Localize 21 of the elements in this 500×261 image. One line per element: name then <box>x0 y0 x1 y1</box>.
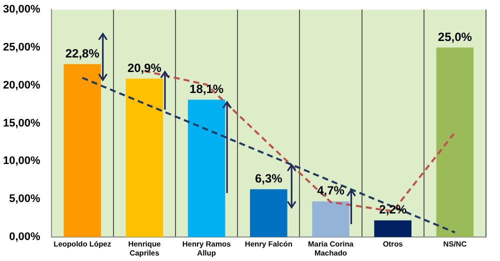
data-label: 18,1% <box>190 82 224 96</box>
y-tick-label: 25,00% <box>2 42 41 54</box>
bar <box>188 100 226 237</box>
bar <box>312 201 350 237</box>
y-tick-label: 15,00% <box>2 117 41 130</box>
y-tick-label: 10,00% <box>2 155 41 168</box>
data-label: 22,8% <box>65 46 100 60</box>
data-label: 20,9% <box>127 60 162 75</box>
line-series <box>81 76 456 234</box>
y-tick-label: 5,00% <box>9 193 41 206</box>
bar <box>374 220 412 237</box>
y-tick-label: 30,00% <box>2 4 41 16</box>
bar <box>250 189 288 237</box>
data-label: 25,0% <box>438 30 472 44</box>
data-label: 6,3% <box>254 172 283 186</box>
bar <box>64 64 101 237</box>
data-label: 4,7% <box>317 184 345 198</box>
y-tick-label: 0,00% <box>9 231 41 244</box>
y-tick-label: 20,00% <box>2 79 41 92</box>
bar <box>126 78 164 237</box>
bar <box>436 48 474 237</box>
